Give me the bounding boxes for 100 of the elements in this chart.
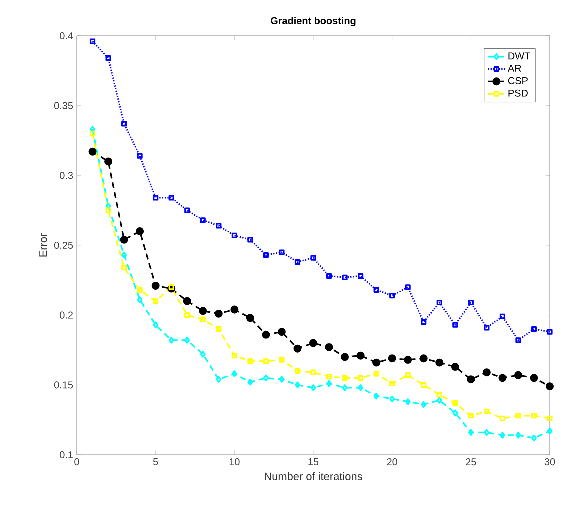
point	[326, 374, 332, 380]
point	[451, 363, 460, 371]
point	[390, 380, 396, 387]
point	[374, 392, 380, 400]
point	[500, 432, 506, 439]
legend-label: AR	[508, 65, 522, 72]
point	[405, 284, 411, 290]
point	[279, 376, 285, 383]
point	[279, 357, 285, 363]
point	[342, 274, 348, 280]
point	[390, 396, 396, 403]
point	[310, 255, 316, 261]
point	[310, 339, 318, 348]
point	[498, 374, 507, 382]
point	[104, 158, 113, 166]
point	[184, 312, 190, 318]
point	[467, 376, 476, 384]
point	[341, 353, 350, 362]
point	[294, 368, 301, 374]
point	[90, 38, 96, 44]
point	[500, 416, 506, 422]
point	[214, 310, 223, 318]
point	[531, 326, 538, 332]
point	[88, 148, 97, 156]
point	[152, 282, 160, 290]
y-axis-title: Error	[40, 234, 48, 257]
point	[263, 374, 269, 382]
point	[342, 375, 348, 381]
point	[516, 338, 522, 344]
y-tick-label: 0.35	[54, 102, 74, 110]
y-tick-label: 0.3	[60, 172, 74, 180]
x-tick-label: 5	[153, 458, 158, 466]
point	[500, 314, 506, 320]
point	[200, 316, 206, 322]
point	[279, 250, 285, 256]
point	[262, 330, 270, 339]
point	[326, 273, 332, 280]
point	[405, 372, 411, 378]
point	[90, 130, 96, 137]
point	[547, 329, 553, 335]
point	[106, 208, 112, 214]
point	[216, 376, 222, 383]
point	[468, 429, 474, 436]
point	[436, 392, 442, 398]
point	[530, 374, 538, 382]
x-axis-title: Number of iterations	[265, 472, 362, 480]
point	[200, 218, 206, 224]
point	[310, 384, 316, 392]
point	[200, 351, 206, 358]
point	[388, 354, 396, 363]
point	[294, 382, 300, 389]
point	[232, 353, 238, 359]
point	[263, 358, 269, 364]
point	[184, 337, 190, 344]
point	[168, 195, 174, 201]
legend-label: DWT	[508, 52, 530, 60]
point	[122, 121, 128, 127]
point	[374, 371, 380, 377]
point	[248, 237, 254, 243]
point	[404, 356, 412, 364]
x-tick-label: 10	[230, 458, 240, 466]
point	[246, 314, 254, 322]
point	[484, 325, 490, 331]
point	[356, 352, 365, 360]
point	[326, 380, 332, 388]
point	[120, 236, 128, 244]
point	[547, 416, 553, 422]
y-tick-label: 0.1	[60, 451, 73, 459]
point	[421, 401, 427, 408]
point	[374, 287, 380, 293]
point	[183, 297, 192, 306]
point	[325, 343, 334, 352]
point	[248, 358, 254, 364]
point	[436, 397, 442, 404]
point	[452, 322, 458, 328]
point	[199, 307, 208, 316]
point	[420, 354, 428, 363]
point	[122, 265, 128, 271]
point	[372, 358, 381, 367]
point	[137, 153, 143, 159]
x-tick-label: 30	[544, 458, 556, 466]
point	[342, 384, 348, 392]
x-tick-label: 20	[387, 458, 398, 466]
point	[452, 400, 458, 406]
point	[468, 300, 474, 306]
point	[153, 195, 159, 201]
point	[436, 300, 442, 306]
point	[405, 398, 411, 406]
point	[168, 284, 174, 290]
point	[531, 413, 538, 419]
point	[358, 384, 364, 392]
point	[531, 434, 537, 442]
point	[232, 370, 238, 378]
point	[484, 429, 490, 436]
point	[310, 370, 316, 376]
point	[421, 320, 427, 326]
legend-label: CSP	[508, 77, 528, 84]
x-tick-label: 0	[74, 458, 80, 466]
point	[184, 208, 190, 214]
point	[358, 375, 364, 381]
